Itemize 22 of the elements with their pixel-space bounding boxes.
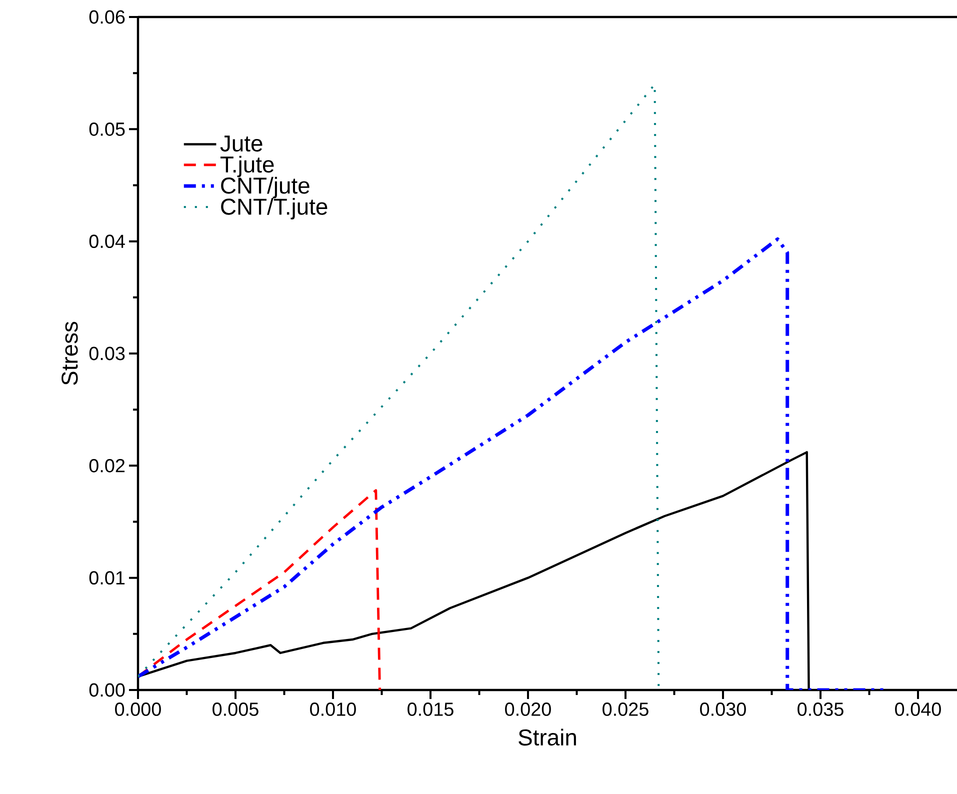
x-tick-label: 0.035 [798, 702, 844, 716]
legend-label: Jute [220, 136, 262, 152]
x-tick-label: 0.010 [310, 702, 356, 716]
x-tick-label: 0.005 [212, 702, 258, 716]
x-tick-label: 0.030 [700, 702, 746, 716]
y-tick-label: 0.01 [89, 571, 125, 585]
y-tick-label: 0.06 [89, 10, 125, 24]
legend-label: T.jute [220, 156, 274, 178]
x-axis-title: Strain [518, 728, 576, 746]
x-tick-label: 0.025 [602, 702, 648, 716]
y-axis-title: Stress [62, 322, 78, 385]
y-tick-label: 0.03 [89, 346, 125, 360]
x-tick-label: 0.015 [408, 702, 454, 716]
x-tick-label: 0.000 [115, 702, 161, 716]
x-tick-label: 0.020 [505, 702, 551, 716]
x-tick-label: 0.040 [895, 702, 941, 716]
y-tick-label: 0.04 [89, 234, 125, 248]
y-tick-label: 0.05 [89, 122, 125, 136]
legend-label: CNT/T.jute [221, 198, 328, 220]
y-tick-label: 0.02 [89, 458, 125, 472]
y-tick-label: 0.00 [89, 683, 125, 697]
legend-label: CNT/jute [221, 176, 310, 198]
